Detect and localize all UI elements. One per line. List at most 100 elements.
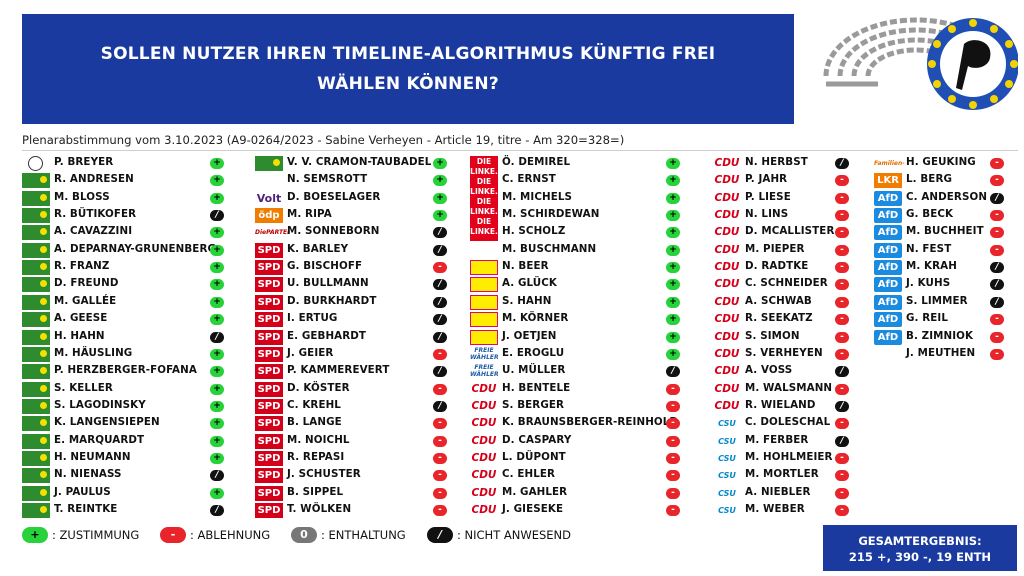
member-row: V. V. CRAMON-TAUBADEL + [255, 155, 475, 172]
member-name: H. SCHOLZ [502, 225, 566, 238]
member-name: M. NOICHL [287, 433, 350, 446]
party-logo-afd: AfD [874, 294, 902, 310]
vote-badge: - [666, 470, 680, 482]
vote-badge: + [210, 296, 224, 308]
member-name: M. HOHLMEIER [745, 450, 833, 463]
party-logo-grüne [22, 364, 50, 380]
member-row: M. GALLÉE + [22, 294, 242, 311]
vote-badge: + [210, 348, 224, 360]
member-name: A. VOSS [745, 364, 793, 377]
member-row: CDU M. WALSMANN - [713, 381, 933, 398]
vote-badge: + [666, 158, 680, 169]
vote-badge: - [835, 210, 849, 222]
party-logo-cdu: CDU [471, 434, 497, 447]
party-logo-grüne [22, 468, 50, 484]
member-row: CDU K. BRAUNSBERGER-REINHOLD - [470, 415, 690, 432]
vote-badge: / [433, 366, 447, 378]
member-row: DIE LINKE. DIE LINKE. DIE LINKE. DIE LINKE. Ö. D… [470, 155, 690, 241]
member-row: P. BREYER + [22, 155, 242, 172]
party-logo-spd: SPD [255, 346, 283, 362]
vote-badge: - [666, 487, 680, 499]
member-row: M. BUSCHMANN + [470, 242, 690, 259]
vote-badge: + [666, 262, 680, 274]
vote-badge: / [835, 400, 849, 412]
vote-subtitle: Plenarabstimmung vom 3.10.2023 (A9-0264/… [22, 133, 625, 147]
member-row: S. LAGODINSKY + [22, 398, 242, 415]
member-name: M. WALSMANN [745, 381, 833, 394]
member-row: LKR L. BERG - [874, 172, 1024, 189]
party-logo-volt: Volt [256, 191, 282, 205]
member-name: M. KÖRNER [502, 312, 569, 325]
member-name: C. SCHNEIDER [745, 277, 828, 290]
member-row: Volt D. BOESELAGER + [255, 190, 475, 207]
member-name: E. GEBHARDT [287, 329, 367, 342]
member-row: FREIE WÄHLER U. MÜLLER / [470, 363, 690, 380]
vote-badge: / [433, 400, 447, 412]
member-row: SPD J. SCHUSTER - [255, 467, 475, 484]
member-name: S. HAHN [502, 294, 552, 307]
member-name: D. FREUND [54, 277, 119, 290]
party-logo-spd: SPD [255, 260, 283, 276]
vote-badge: - [990, 348, 1004, 360]
vote-badge: + [210, 366, 224, 378]
member-name: C. EHLER [502, 468, 556, 481]
vote-badge: + [210, 400, 224, 412]
member-row: S. HAHN + [470, 294, 690, 311]
member-row: SPD D. KÖSTER - [255, 381, 475, 398]
vote-badge: + [210, 244, 224, 256]
vote-badge: - [835, 175, 849, 187]
party-logo-grüne [22, 242, 50, 258]
member-name: K. BARLEY [287, 242, 349, 255]
title-banner: SOLLEN NUTZER IHREN TIMELINE-ALGORITHMUS… [22, 14, 794, 124]
member-name: L. DÜPONT [502, 450, 566, 463]
party-logo-spd: SPD [255, 329, 283, 345]
member-row: SPD K. BARLEY / [255, 242, 475, 259]
member-row: CDU N. HERBST / [713, 155, 933, 172]
party-logo-afd: AfD [874, 242, 902, 258]
party-logo-csu: CSU [718, 488, 736, 498]
member-row: CDU N. LINS - [713, 207, 933, 224]
vote-badge: - [990, 210, 1004, 222]
vote-badge: - [666, 400, 680, 412]
party-logo-grüne [22, 381, 50, 397]
party-logo-spd: SPD [255, 277, 283, 293]
member-row: CDU C. EHLER - [470, 467, 690, 484]
party-logo-grüne [22, 294, 50, 310]
member-row: SPD U. BULLMANN / [255, 276, 475, 293]
vote-badge: - [835, 227, 849, 239]
member-name: S. VERHEYEN [745, 346, 823, 359]
vote-badge: - [835, 348, 849, 360]
member-row: CDU P. LIESE - [713, 190, 933, 207]
vote-badge: + [210, 314, 224, 326]
member-row: E. MARQUARDT + [22, 433, 242, 450]
member-name: D. BOESELAGER [287, 190, 381, 203]
member-row: AfD J. KUHS / [874, 276, 1024, 293]
party-logo-cdu: CDU [714, 261, 740, 274]
member-row: CDU R. SEEKATZ - [713, 311, 933, 328]
member-row: CDU S. SIMON - [713, 329, 933, 346]
member-name: K. BRAUNSBERGER-REINHOLD [502, 416, 679, 429]
vote-badge: - [835, 331, 849, 343]
member-row: FREIE WÄHLER E. EROGLU + [470, 346, 690, 363]
party-logo-spd: SPD [255, 398, 283, 414]
vote-badge: + [210, 435, 224, 447]
vote-badge: / [210, 331, 224, 343]
party-logo-spd: SPD [255, 416, 283, 432]
member-row: K. LANGENSIEPEN + [22, 415, 242, 432]
member-row: AfD G. BECK - [874, 207, 1024, 224]
member-row: CDU D. CASPARY - [470, 433, 690, 450]
party-logo-fdp [470, 277, 498, 293]
member-name: G. BECK [906, 208, 954, 221]
party-logo-grüne [22, 485, 50, 501]
party-logo-spd: SPD [255, 450, 283, 466]
member-name: H. HAHN [54, 329, 105, 342]
party-logo-csu: CSU [718, 436, 736, 446]
legend-no-symbol: - [160, 527, 186, 543]
member-name: S. BERGER [502, 398, 565, 411]
member-row: SPD G. BISCHOFF - [255, 259, 475, 276]
member-row: SPD I. ERTUG / [255, 311, 475, 328]
vote-badge: / [210, 505, 224, 516]
member-row: ödp M. RIPA + [255, 207, 475, 224]
member-row: A. DEPARNAY-GRUNENBERG + [22, 242, 242, 259]
member-row: H. SCHOLZ + [470, 224, 690, 241]
